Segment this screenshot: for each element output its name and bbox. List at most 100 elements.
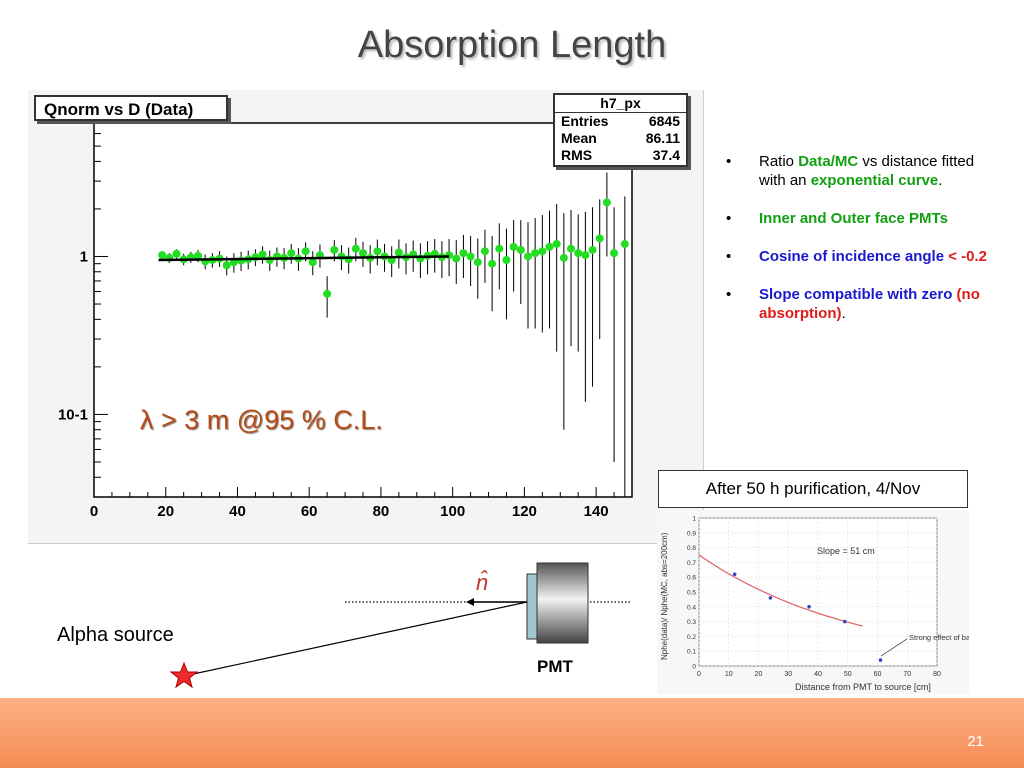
inset-slope-label: Slope = 51 cm xyxy=(817,546,875,556)
inset-y-tick-label: 0.1 xyxy=(687,649,696,656)
bullet-text: Slope compatible with zero xyxy=(759,286,957,303)
data-point xyxy=(488,259,497,268)
data-point xyxy=(323,289,332,298)
inset-x-tick-label: 30 xyxy=(784,671,792,678)
inset-y-tick-label: 0.2 xyxy=(687,634,696,641)
inset-data-point xyxy=(842,619,847,624)
star-icon xyxy=(169,661,199,689)
stats-label: Entries xyxy=(561,113,609,129)
data-point xyxy=(172,249,181,258)
data-point xyxy=(459,249,468,258)
slide-title: Absorption Length xyxy=(357,24,667,66)
inset-y-tick-label: 0.8 xyxy=(687,545,696,552)
stats-value: 86.11 xyxy=(645,130,680,146)
data-point xyxy=(337,252,346,261)
inset-plot: 0 10 20 30 40 50 60 70 80 0 0.1 0.2 0.3 0.4 0.5 0.6 0.7 0… xyxy=(657,510,969,694)
bullet-text: exponential curve xyxy=(810,172,939,189)
bullet-dot: • xyxy=(726,248,732,265)
fit-line xyxy=(158,255,450,262)
data-point xyxy=(523,252,532,261)
stats-name: h7_px xyxy=(555,95,686,113)
data-point xyxy=(531,249,540,258)
pmt-body xyxy=(536,562,589,644)
data-point xyxy=(495,244,504,253)
data-point xyxy=(567,244,576,253)
bullet-item: • Cosine of incidence angle < -0.2 xyxy=(722,247,987,266)
data-point xyxy=(480,247,489,256)
data-point xyxy=(287,249,296,258)
stats-row: Entries 6845 xyxy=(555,113,686,130)
inset-ylabel: Nphe(data)/ Nphe(MC, abs=200cm) xyxy=(660,532,669,660)
inset-x-tick-label: 10 xyxy=(725,671,733,678)
inset-y-tick-label: 1 xyxy=(692,516,696,523)
bullet-text: Ratio xyxy=(759,153,799,170)
inset-x-tick-label: 80 xyxy=(933,671,941,678)
bullet-dot: • xyxy=(726,210,732,227)
inset-y-tick-label: 0 xyxy=(692,664,696,671)
data-point xyxy=(610,249,619,258)
data-point xyxy=(588,245,597,254)
x-tick-label: 20 xyxy=(157,503,174,520)
inset-data-point xyxy=(878,658,883,662)
inset-axes: 0 10 20 30 40 50 60 70 80 0 0.1 0.2 0.3 0.4 0.5 0.6 0.7 0… xyxy=(687,516,941,679)
data-point xyxy=(308,258,317,267)
histogram-title: Qnorm vs D (Data) xyxy=(34,95,228,121)
data-point xyxy=(158,251,167,260)
data-point xyxy=(620,239,629,248)
footer-bar xyxy=(0,698,1024,768)
bullet-text: Cosine of incidence angle xyxy=(759,248,949,265)
bullet-list: • Ratio Data/MC vs distance fitted with a… xyxy=(722,152,987,342)
inset-y-tick-label: 0.5 xyxy=(687,590,696,597)
data-point xyxy=(574,249,583,258)
data-point xyxy=(373,247,382,256)
normal-vector-label: n̂ xyxy=(476,570,488,595)
data-point xyxy=(509,242,518,251)
data-point xyxy=(602,198,611,207)
data-point xyxy=(194,251,203,260)
page-number: 21 xyxy=(967,733,984,750)
x-tick-label: 140 xyxy=(584,503,609,520)
inset-y-tick-label: 0.4 xyxy=(687,604,696,611)
inset-fit-curve xyxy=(698,554,863,627)
inset-x-tick-label: 50 xyxy=(844,671,852,678)
bullet-text: Inner and Outer face PMTs xyxy=(759,210,948,227)
inset-caption: After 50 h purification, 4/Nov xyxy=(658,470,968,508)
inset-points xyxy=(732,572,883,662)
normal-arrowhead xyxy=(466,598,474,606)
inset-xlabel: Distance from PMT to source [cm] xyxy=(795,682,931,692)
inset-x-tick-label: 20 xyxy=(755,671,763,678)
data-point xyxy=(394,248,403,257)
inset-data-point xyxy=(732,572,737,577)
bullet-text: vs distance fitted with an xyxy=(759,153,975,189)
main-axes: 0 20 40 60 80 100 120 140 1 10-1 xyxy=(58,122,633,520)
data-point xyxy=(502,255,511,264)
bullet-text: < -0.2 xyxy=(948,248,987,265)
x-tick-label: 40 xyxy=(229,503,246,520)
y-tick-label: 1 xyxy=(80,248,88,265)
pmt-window xyxy=(526,573,538,640)
x-tick-label: 60 xyxy=(301,503,318,520)
stats-value: 37.4 xyxy=(652,147,680,163)
data-point xyxy=(466,252,475,261)
bullet-text: (no absorption) xyxy=(759,286,980,322)
data-point xyxy=(222,261,231,270)
main-points xyxy=(158,198,629,298)
inset-data-point xyxy=(807,605,811,609)
bullet-dot: • xyxy=(726,286,732,303)
inset-y-tick-label: 0.3 xyxy=(687,619,696,626)
x-tick-label: 100 xyxy=(440,503,465,520)
data-point xyxy=(258,250,267,259)
bullet-dot: • xyxy=(726,153,732,170)
data-point xyxy=(265,255,274,264)
x-tick-label: 80 xyxy=(373,503,390,520)
stats-value: 6845 xyxy=(648,113,680,129)
x-tick-label: 0 xyxy=(90,503,98,520)
inset-x-tick-label: 70 xyxy=(903,671,911,678)
bullet-text: . xyxy=(938,172,943,189)
bullet-item: • Inner and Outer face PMTs xyxy=(722,209,987,228)
pmt-label: PMT xyxy=(537,657,573,676)
lambda-annotation: λ > 3 m @95 % C.L. xyxy=(140,405,383,436)
data-point xyxy=(351,244,360,253)
y-tick-label: 10-1 xyxy=(58,406,88,423)
